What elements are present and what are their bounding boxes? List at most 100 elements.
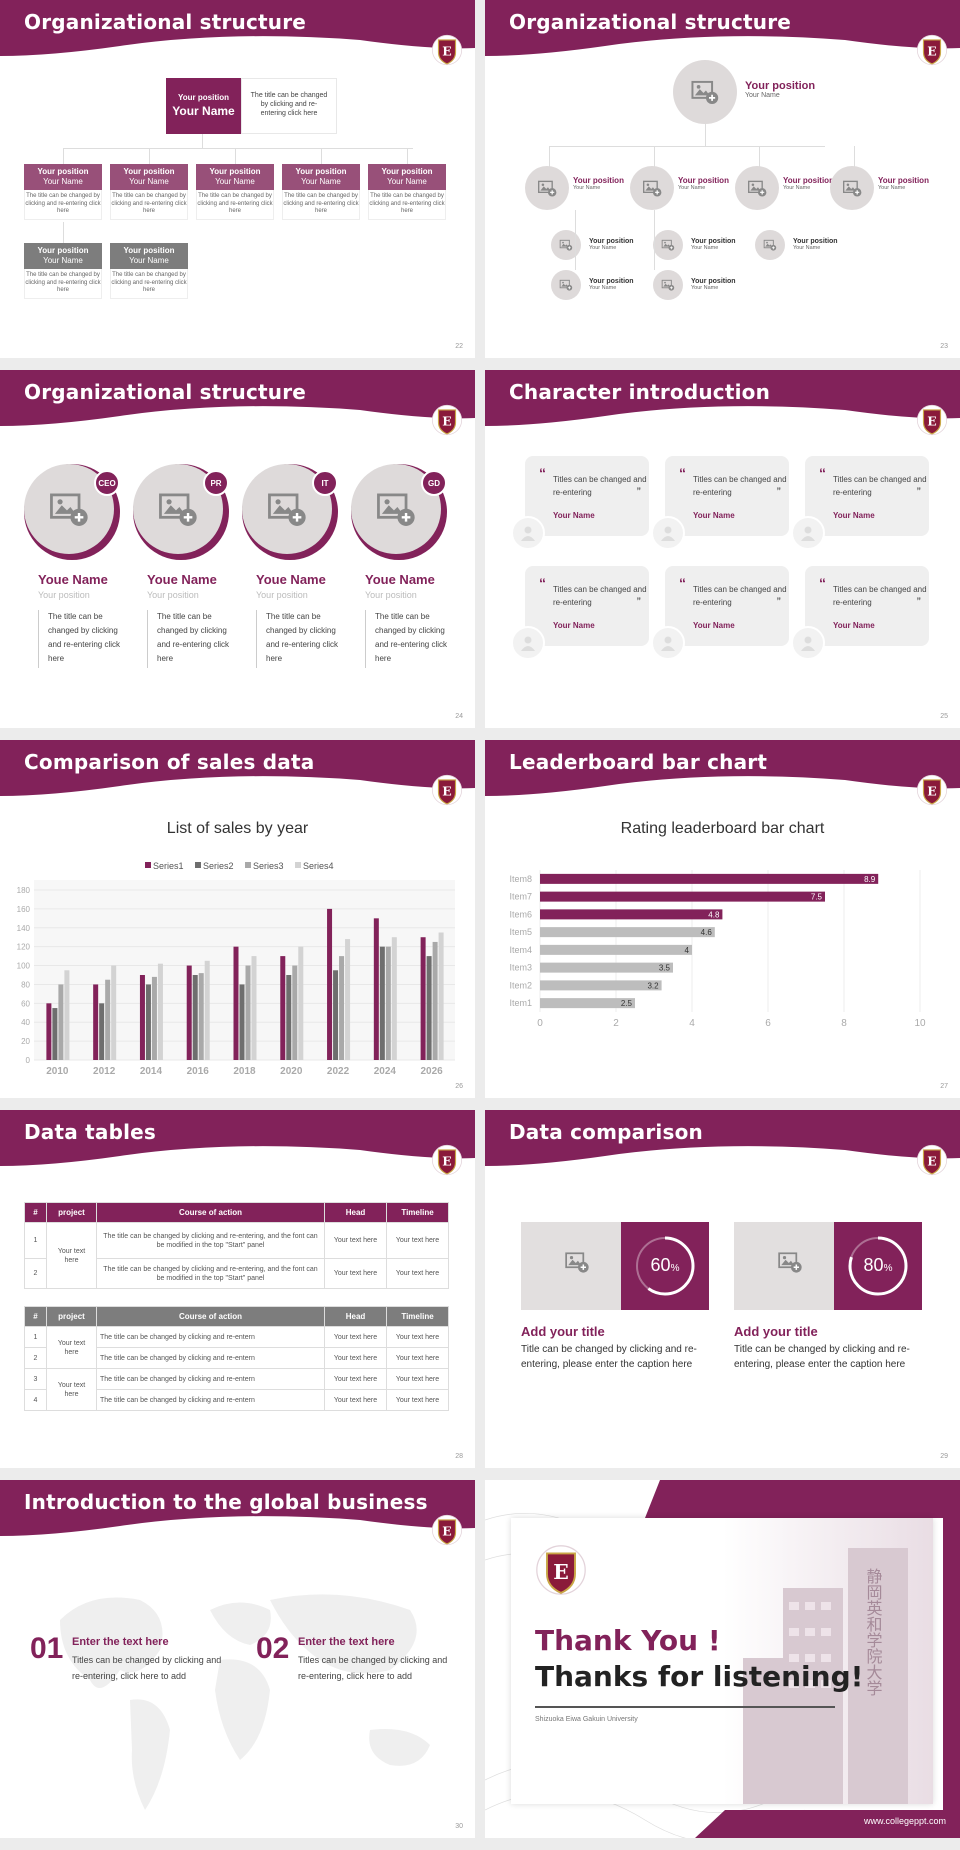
image-placeholder-icon[interactable] (735, 166, 779, 210)
x-tick-label: 6 (765, 1018, 771, 1029)
data-table-1: # project Course of action Head Timeline… (24, 1202, 449, 1289)
slide-thanks[interactable]: 静岡英和学院大学 E Thank You ! Thanks for listen… (485, 1480, 960, 1838)
table-row: 2 The title can be changed by clicking a… (24, 1258, 449, 1289)
image-placeholder-icon[interactable] (551, 230, 581, 260)
y-tick-label: Item7 (509, 892, 532, 902)
quote-card[interactable]: “ Titles can be changed and re-entering” Y… (665, 566, 789, 646)
quote-close-icon: ” (636, 596, 642, 606)
bar (151, 976, 157, 1060)
image-placeholder-icon[interactable] (762, 1234, 818, 1290)
x-tick-label: 2026 (420, 1066, 443, 1077)
position-card[interactable]: Your position Your Name (110, 243, 188, 269)
y-tick-label: 120 (17, 943, 31, 952)
image-placeholder-icon[interactable] (755, 230, 785, 260)
image-placeholder-panel (734, 1222, 834, 1310)
avatar-person-icon (791, 516, 825, 550)
slide-27[interactable]: Leaderboard bar chart E Rating leaderboa… (485, 740, 960, 1098)
bar (58, 984, 64, 1060)
page-number: 22 (455, 343, 463, 350)
image-placeholder-icon[interactable] (549, 1234, 605, 1290)
image-placeholder-icon[interactable] (653, 230, 683, 260)
slide-22[interactable]: Organizational structure E Your position… (0, 0, 475, 358)
item-description: Title can be changed by clicking and re-… (734, 1344, 910, 1370)
x-tick-label: 2020 (280, 1066, 303, 1077)
connector-line (63, 148, 64, 164)
table-cell: Your text here (324, 1368, 387, 1390)
table-row: 1 Your text here The title can be change… (24, 1222, 449, 1289)
crest-letter: E (442, 1523, 451, 1538)
website-url[interactable]: www.collegeppt.com (863, 1816, 946, 1826)
position-card[interactable]: Your position Your Name (24, 164, 102, 190)
image-placeholder-icon[interactable] (551, 270, 581, 300)
slide-24[interactable]: Organizational structure E CEO Youe Name Y… (0, 370, 475, 728)
bar (540, 891, 825, 902)
card-description: The title can be changed by clicking and… (24, 269, 102, 299)
y-tick-label: Item2 (509, 980, 532, 990)
position-card[interactable]: Your position Your Name (368, 164, 446, 190)
position-card[interactable]: Your position Your Name (282, 164, 360, 190)
position-card[interactable]: Your position Your Name (110, 164, 188, 190)
node-position: Your position (783, 176, 834, 185)
slide-title: Organizational structure (24, 10, 307, 34)
bar (99, 1003, 105, 1060)
quote-text: Titles can be changed and re-entering (553, 475, 647, 497)
node-text: Your position Your Name (678, 176, 729, 191)
divider-line (38, 610, 39, 668)
position-card[interactable]: Your position Your Name (24, 243, 102, 269)
progress-arc (635, 1236, 695, 1296)
person-position: Your position (256, 590, 308, 600)
table-cell: 1 (24, 1222, 47, 1259)
item-number: 02 (256, 1632, 290, 1665)
slide-28[interactable]: Data tables E # project Course of action… (0, 1110, 475, 1468)
connector-line (63, 222, 64, 243)
legend-label: Series2 (203, 861, 234, 871)
top-description: The title can be changed by clicking and… (241, 78, 337, 134)
table-header: # (24, 1202, 47, 1223)
table-cell: The title can be changed by clicking and… (96, 1347, 325, 1369)
data-label: 3.5 (659, 964, 671, 973)
item-title: Enter the text here (298, 1636, 395, 1648)
x-tick-label: 2010 (46, 1066, 69, 1077)
slide-23[interactable]: Organizational structure E Your position… (485, 0, 960, 358)
image-placeholder-icon[interactable] (673, 60, 737, 124)
item-description: Titles can be changed by clicking and re… (298, 1655, 448, 1681)
person-position: Your position (147, 590, 199, 600)
node-text: Your position Your Name (878, 176, 929, 191)
card-description: The title can be changed by clicking and… (282, 190, 360, 220)
quote-card[interactable]: “ Titles can be changed and re-entering” Y… (805, 456, 929, 536)
connector-line (202, 132, 203, 148)
data-label: 7.5 (811, 893, 823, 902)
image-placeholder-icon[interactable] (525, 166, 569, 210)
chart-title: Rating leaderboard bar chart (620, 820, 825, 837)
slide-title: Data tables (24, 1120, 157, 1144)
person-name: Youe Name (38, 572, 108, 587)
crest-letter: E (442, 413, 451, 428)
image-placeholder-icon[interactable] (830, 166, 874, 210)
slide-title: Data comparison (509, 1120, 703, 1144)
y-tick-label: Item4 (509, 945, 532, 955)
slide-26[interactable]: Comparison of sales data E List of sales… (0, 740, 475, 1098)
quote-text: Titles can be changed and re-entering (693, 585, 787, 607)
slide-29[interactable]: Data comparison E 60% Add your title Title… (485, 1110, 960, 1468)
top-name: Your Name (172, 104, 235, 118)
image-placeholder-icon[interactable] (630, 166, 674, 210)
slide-30[interactable]: Introduction to the global business E 01… (0, 1480, 475, 1838)
quote-card[interactable]: “ Titles can be changed and re-entering” Y… (805, 566, 929, 646)
y-tick-label: 80 (21, 980, 30, 989)
table-header: Head (324, 1306, 387, 1327)
x-tick-label: 0 (537, 1018, 543, 1029)
quote-card[interactable]: “ Titles can be changed and re-entering” Y… (525, 456, 649, 536)
connector-line (575, 210, 576, 270)
quote-card[interactable]: “ Titles can be changed and re-entering” Y… (665, 456, 789, 536)
table-row: 1 Your text here The title can be change… (24, 1326, 449, 1369)
quote-text: Titles can be changed and re-entering (693, 475, 787, 497)
position-card[interactable]: Your position Your Name (196, 164, 274, 190)
table-cell: The title can be changed by clicking and… (96, 1222, 325, 1259)
bar (540, 944, 692, 955)
table-row: 2 The title can be changed by clicking a… (24, 1347, 449, 1369)
image-placeholder-icon[interactable] (653, 270, 683, 300)
top-position: Your position (745, 80, 816, 92)
quote-card[interactable]: “ Titles can be changed and re-entering” Y… (525, 566, 649, 646)
slide-25[interactable]: Character introduction E “ Titles can be … (485, 370, 960, 728)
top-position-box[interactable]: Your position Your Name (166, 78, 241, 134)
